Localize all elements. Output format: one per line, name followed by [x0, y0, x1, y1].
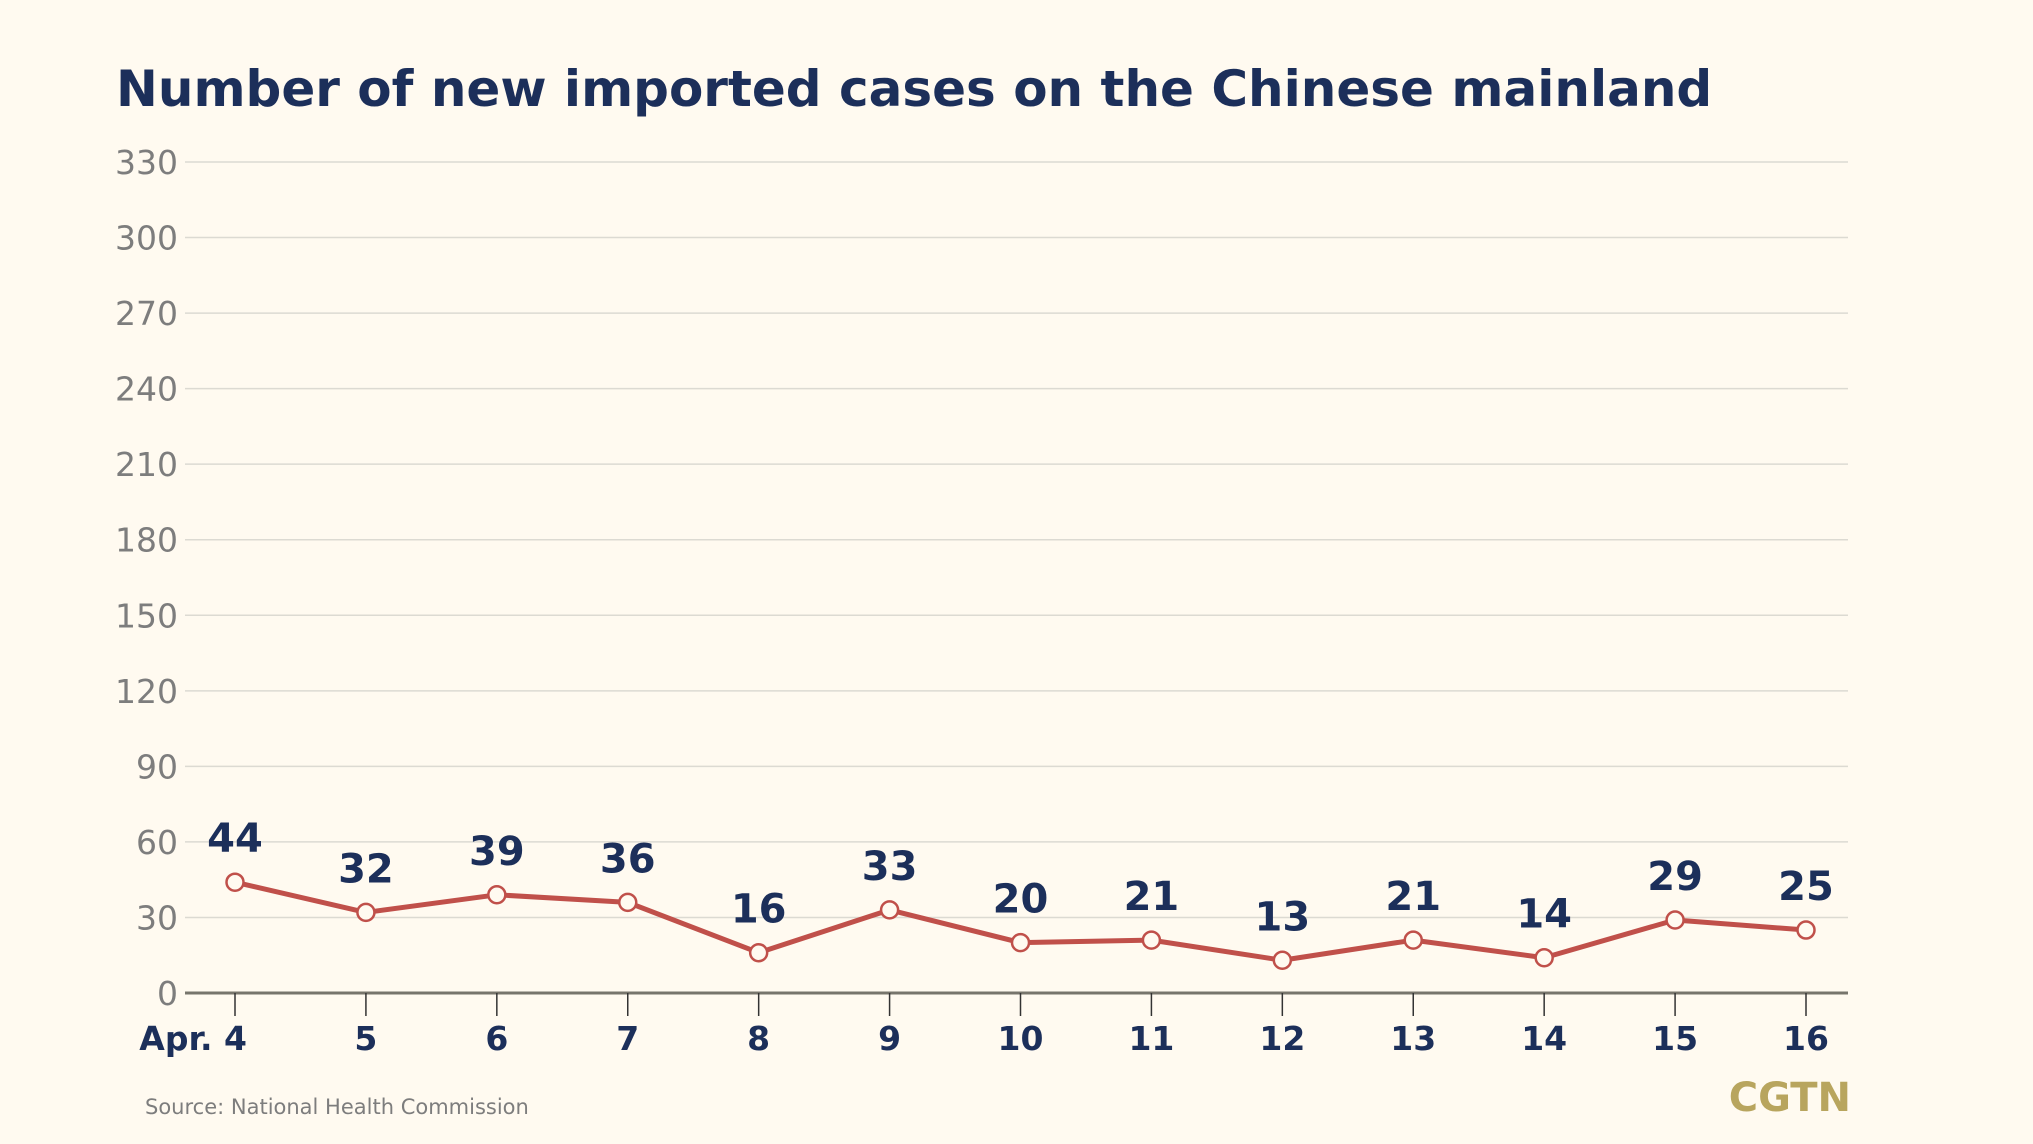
- data-label: 20: [993, 877, 1049, 923]
- data-point: [356, 902, 376, 923]
- data-label: 16: [731, 887, 787, 933]
- data-point: [1403, 930, 1423, 950]
- data-point: [487, 885, 507, 905]
- x-tick-label: 8: [747, 1019, 770, 1058]
- data-point: [1141, 930, 1162, 950]
- y-axis-ticks: 0 30 60 90 120 150 180 210 240 270 300 330: [115, 143, 178, 1013]
- data-label: 13: [1254, 894, 1310, 940]
- y-tick-label: 30: [136, 898, 178, 937]
- x-tick-label: 13: [1390, 1019, 1436, 1058]
- data-label: 39: [469, 829, 525, 875]
- x-tick-label: 9: [878, 1019, 901, 1058]
- data-label: 21: [1124, 874, 1180, 920]
- data-point: [1534, 947, 1554, 968]
- y-tick-label: 270: [115, 294, 178, 333]
- x-tick-label: 5: [354, 1019, 377, 1058]
- data-point: [1665, 910, 1685, 930]
- data-point: [1272, 950, 1293, 971]
- data-label: 33: [862, 844, 918, 890]
- x-tick-label: 16: [1783, 1019, 1829, 1058]
- source-note: Source: National Health Commission: [145, 1095, 529, 1119]
- cgtn-logo: CGTN: [1729, 1075, 1851, 1121]
- y-tick-label: 240: [115, 370, 178, 409]
- data-labels: 44 32 39 36 16 33 20 21 13 21 14 29 25: [207, 816, 1834, 940]
- data-point: [618, 892, 638, 913]
- x-tick-label: 12: [1259, 1019, 1305, 1058]
- data-label: 25: [1778, 864, 1834, 910]
- x-tick-label: 6: [485, 1019, 508, 1058]
- data-point: [879, 900, 900, 920]
- data-label: 29: [1647, 854, 1703, 900]
- x-tick-label: 15: [1652, 1019, 1698, 1058]
- y-tick-label: 120: [115, 672, 178, 711]
- y-tick-label: 180: [115, 521, 178, 560]
- y-tick-label: 60: [136, 823, 178, 862]
- x-tick-label: 10: [998, 1019, 1044, 1058]
- data-label: 14: [1516, 892, 1572, 938]
- data-point: [1796, 920, 1816, 940]
- data-label: 32: [338, 846, 394, 892]
- y-tick-label: 330: [115, 143, 178, 182]
- x-tick-label: 14: [1521, 1019, 1567, 1058]
- x-tick-label: 11: [1128, 1019, 1174, 1058]
- y-tick-label: 150: [115, 596, 178, 635]
- data-point: [1010, 932, 1031, 953]
- data-label: 36: [600, 836, 656, 882]
- data-point: [225, 872, 245, 892]
- data-label: 44: [207, 816, 263, 862]
- series-line: [225, 872, 1816, 971]
- data-point: [748, 942, 769, 963]
- x-axis: Apr. 4 5 6 7 8 9 10 11 12 13 14 15 16: [139, 991, 1848, 1058]
- grid-lines: [185, 161, 1848, 919]
- x-tick-label: Apr. 4: [139, 1019, 247, 1058]
- y-tick-label: 300: [115, 219, 178, 258]
- y-tick-label: 0: [157, 974, 178, 1013]
- chart-title: Number of new imported cases on the Chin…: [116, 60, 1712, 118]
- x-tick-label: 7: [616, 1019, 639, 1058]
- y-tick-label: 90: [136, 747, 178, 786]
- data-label: 21: [1385, 874, 1441, 920]
- y-tick-label: 210: [115, 445, 178, 484]
